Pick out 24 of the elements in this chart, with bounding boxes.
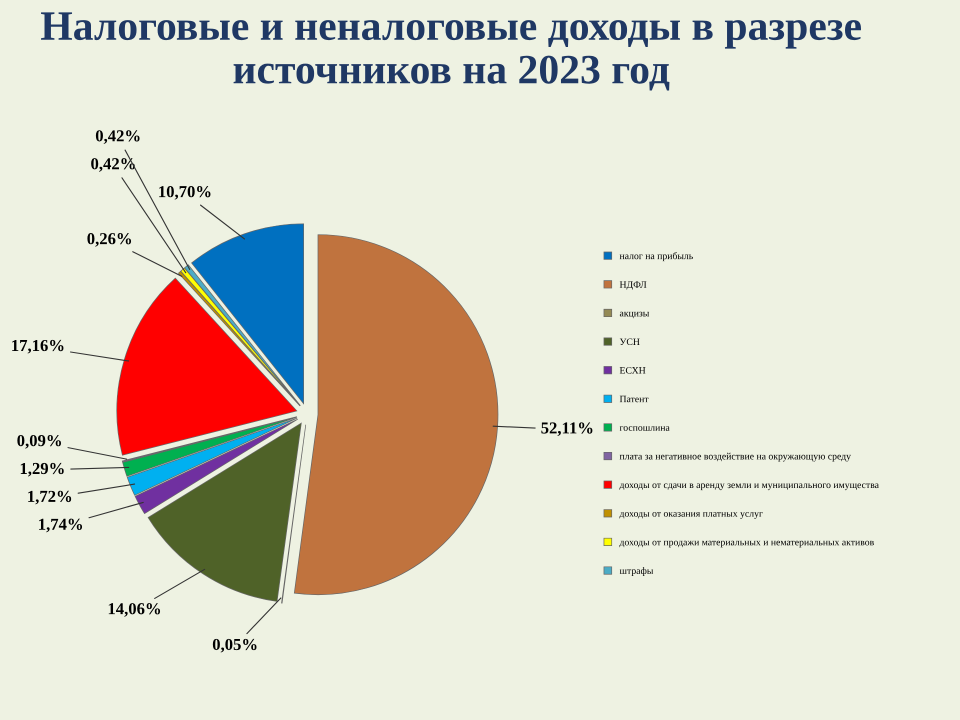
data-label: 14,06% <box>108 603 160 617</box>
data-label: 0,26% <box>87 233 132 247</box>
legend-label: ЕСХН <box>620 367 646 374</box>
data-label: 1,29% <box>20 462 64 477</box>
data-label: 10,70% <box>159 186 210 200</box>
legend-label: Патент <box>620 396 648 402</box>
legend-label: УСН <box>620 338 640 346</box>
data-label: 17,16% <box>12 340 64 354</box>
legend-label: доходы от оказания платных услуг <box>620 512 763 519</box>
legend-label: доходы от продажи материальных и нематериальных активов <box>620 540 874 548</box>
legend-label: акцизы <box>620 312 650 318</box>
legend-label: доходы от сдачи в аренду земли и муниципального имущества <box>620 483 879 490</box>
legend-label: госпошлина <box>620 426 670 431</box>
data-label: 0,05% <box>212 638 256 653</box>
legend-label: штрафы <box>620 567 654 576</box>
data-label: 0,42% <box>96 130 140 144</box>
legend-label: налог на прибыль <box>620 252 693 262</box>
data-label: 52,11% <box>541 422 592 436</box>
legend-label: НДФЛ <box>620 281 646 290</box>
data-label: 0,09% <box>17 434 61 449</box>
chart-title: Налоговые и неналоговые доходы в разрезе источников на 2023 год <box>41 12 861 91</box>
data-label: 1,72% <box>28 490 72 504</box>
legend-label: плата за негативное воздействие на окружающую среду <box>620 452 851 462</box>
data-label: 1,74% <box>39 518 82 532</box>
